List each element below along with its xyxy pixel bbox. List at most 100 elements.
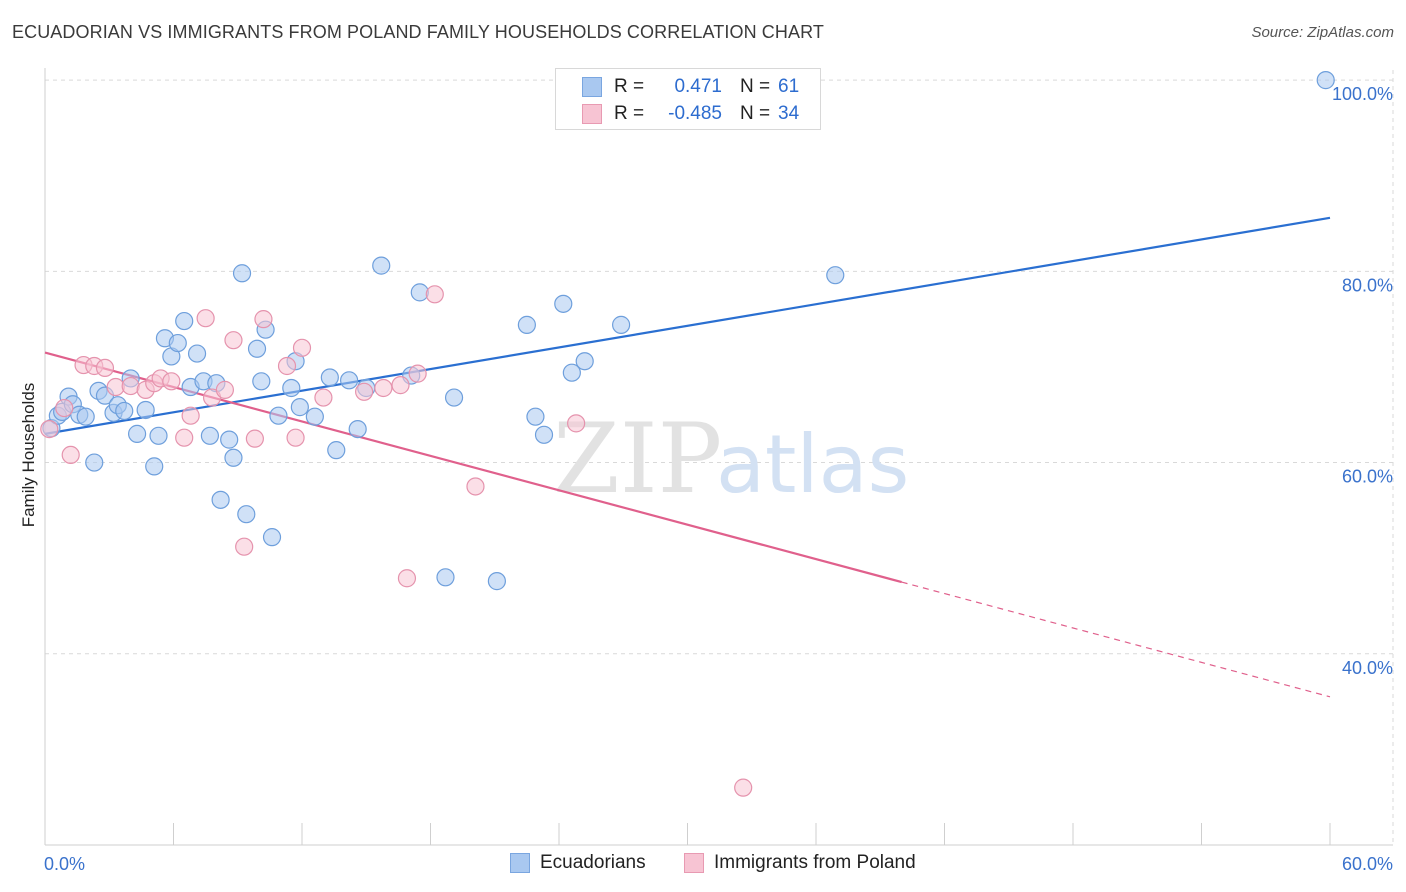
y-tick-label: 60.0% bbox=[1342, 467, 1393, 487]
ecuadorian-point bbox=[127, 424, 147, 443]
ecuadorian-point bbox=[554, 294, 573, 313]
legend-n-value: 61 bbox=[778, 76, 800, 97]
legend-r-label: R = bbox=[614, 76, 645, 97]
poland-point bbox=[181, 406, 200, 425]
ecuadorian-point bbox=[436, 568, 455, 587]
legend-n-label: N = bbox=[740, 76, 771, 97]
poland-point bbox=[286, 428, 305, 447]
ecuadorian-point bbox=[187, 344, 207, 363]
poland-point bbox=[245, 429, 264, 448]
ecuadorian-point bbox=[575, 352, 594, 371]
ecuadorian-point bbox=[76, 407, 95, 426]
ecuadorian-point bbox=[290, 398, 309, 417]
ecuadorian-point bbox=[200, 426, 220, 445]
poland-point bbox=[466, 477, 485, 496]
poland-trend-line-dashed bbox=[901, 581, 1331, 698]
poland-point bbox=[254, 310, 273, 329]
poland-point bbox=[175, 428, 194, 447]
ecuadorian-point bbox=[320, 368, 339, 387]
legend-n-label: N = bbox=[740, 103, 771, 124]
poland-point bbox=[40, 419, 59, 439]
poland-point bbox=[734, 778, 753, 797]
poland-point bbox=[408, 364, 427, 383]
poland-point bbox=[277, 356, 297, 376]
poland-point bbox=[391, 376, 410, 395]
x-tick-label: 60.0% bbox=[1342, 854, 1393, 874]
ecuadorian-point bbox=[115, 401, 134, 421]
ecuadorian-point bbox=[612, 315, 631, 334]
bottom-legend-label: Immigrants from Poland bbox=[714, 852, 916, 873]
poland-point bbox=[425, 285, 444, 304]
poland-point bbox=[314, 388, 333, 407]
source-credit: Source: ZipAtlas.com bbox=[1251, 24, 1394, 41]
poland-point bbox=[121, 376, 140, 396]
bottom-legend-poland: Immigrants from Poland bbox=[684, 852, 916, 874]
poland-point bbox=[196, 309, 215, 328]
ecuadorian-point bbox=[262, 528, 282, 547]
poland-point bbox=[567, 414, 586, 433]
legend-row-poland: R = -0.485 N = 34 bbox=[582, 102, 799, 126]
ecuadorian-point bbox=[534, 425, 554, 444]
ecuadorian-point bbox=[1316, 71, 1335, 90]
ecuadorian-point bbox=[224, 448, 243, 467]
y-tick-label: 100.0% bbox=[1332, 84, 1393, 104]
poland-point bbox=[61, 445, 80, 465]
poland-point bbox=[55, 398, 74, 418]
ecuadorian-point bbox=[826, 266, 845, 285]
ecuadorian-point bbox=[168, 333, 187, 353]
ecuadorian-point bbox=[175, 311, 194, 331]
ecuadorian-point bbox=[282, 378, 301, 398]
ecuadorian-point bbox=[220, 430, 239, 449]
poland-point bbox=[215, 380, 234, 399]
ecuadorian-point bbox=[232, 264, 252, 283]
ecuadorian-point bbox=[85, 453, 104, 472]
legend-swatch-pink bbox=[582, 104, 602, 124]
ecuadorian-point bbox=[517, 315, 536, 334]
correlation-legend: R = 0.471 N = 61 R = -0.485 N = 34 bbox=[555, 68, 821, 130]
tick-labels: 40.0% 60.0% 80.0% 100.0% 0.0% 60.0% bbox=[44, 84, 1393, 874]
bottom-legend-ecuadorians: Ecuadorians bbox=[510, 852, 646, 874]
ecuadorian-point bbox=[211, 490, 230, 509]
ecuadorian-point bbox=[562, 363, 581, 382]
y-axis-label: Family Households bbox=[19, 383, 38, 528]
poland-point bbox=[397, 569, 417, 588]
legend-row-ecuadorians: R = 0.471 N = 61 bbox=[582, 75, 799, 99]
poland-point bbox=[95, 358, 115, 378]
ecuadorian-point bbox=[340, 371, 359, 390]
poland-point bbox=[235, 537, 254, 556]
watermark: ZIP atlas bbox=[553, 403, 909, 515]
chart-title: ECUADORIAN VS IMMIGRANTS FROM POLAND FAM… bbox=[12, 22, 824, 42]
poland-point bbox=[292, 338, 312, 357]
bottom-legend-label: Ecuadorians bbox=[540, 852, 646, 873]
ecuadorian-point bbox=[136, 400, 155, 420]
ecuadorian-point bbox=[305, 407, 324, 426]
ecuadorian-point bbox=[526, 407, 545, 426]
watermark-atlas: atlas bbox=[716, 418, 909, 511]
legend-swatch-blue bbox=[582, 77, 602, 97]
ecuadorian-point bbox=[348, 419, 367, 439]
ecuadorian-point bbox=[149, 426, 168, 445]
y-tick-label: 80.0% bbox=[1342, 275, 1393, 295]
legend-r-label: R = bbox=[614, 103, 645, 124]
ecuadorian-point bbox=[487, 572, 506, 591]
poland-point bbox=[374, 378, 393, 398]
ecuadorian-point bbox=[252, 372, 271, 391]
ecuadorian-point bbox=[444, 388, 464, 407]
bottom-legend-swatch-blue bbox=[510, 853, 530, 873]
ecuadorian-point bbox=[269, 406, 288, 425]
axes bbox=[44, 68, 1393, 846]
legend-r-value: -0.485 bbox=[668, 103, 722, 124]
ecuadorian-point bbox=[327, 441, 346, 460]
poland-point bbox=[355, 382, 374, 401]
ecuadorian-point bbox=[237, 505, 256, 524]
ecuadorian-point bbox=[372, 256, 391, 275]
legend-r-value: 0.471 bbox=[674, 76, 722, 97]
poland-point bbox=[224, 331, 243, 350]
ecuadorian-point bbox=[145, 457, 164, 476]
bottom-legend-swatch-pink bbox=[684, 853, 704, 873]
ecuadorian-point bbox=[247, 339, 267, 358]
poland-point bbox=[162, 372, 181, 391]
ecuadorian-trend-line bbox=[44, 216, 1331, 435]
legend-n-value: 34 bbox=[778, 103, 800, 124]
